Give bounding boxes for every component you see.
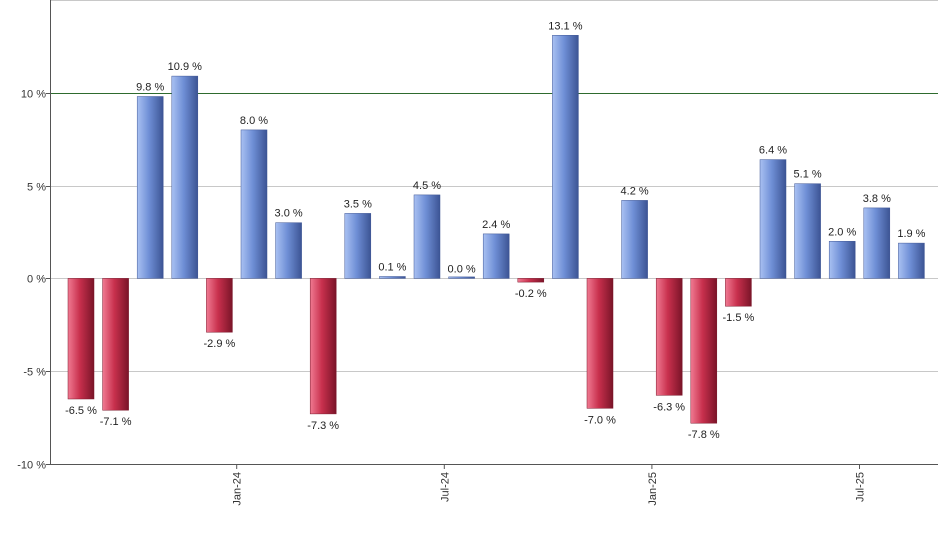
bar [517,278,545,283]
bar [621,200,648,279]
bar-value-label: 3.0 % [275,208,303,220]
bar [379,276,406,279]
bar-value-label: 3.5 % [344,198,372,210]
bar [828,241,856,279]
bar-value-label: 13.1 % [548,20,582,32]
bar [725,278,752,307]
bar [102,278,129,411]
bar-value-label: 5.1 % [794,169,822,181]
bar [206,278,233,333]
x-tick-label: Jan-25 [647,472,659,506]
y-tick-label: 5 % [27,182,46,194]
bar-value-label: -2.9 % [204,338,236,350]
bar-value-label: 1.9 % [897,228,925,240]
bar-value-label: 2.0 % [828,226,856,238]
bar-value-label: 0.1 % [378,262,406,274]
x-tick-label: Jan-24 [232,472,244,506]
y-tick-label: 0 % [27,274,46,286]
bar-value-label: 4.2 % [621,185,649,197]
x-tick-label: Jul-25 [855,472,867,502]
bar [552,35,579,279]
bar-value-label: 8.0 % [240,115,268,127]
bar-value-label: -0.2 % [515,288,547,300]
bar [309,278,337,415]
bar-value-label: 3.8 % [863,193,891,205]
bar [136,96,164,279]
bar-value-label: 4.5 % [413,180,441,192]
y-tick-label: -10 % [17,460,46,472]
bar [586,278,614,409]
x-tick-label: Jul-24 [439,472,451,502]
bar [171,75,199,279]
bar-value-label: -7.1 % [100,416,132,428]
axis-layer: -10 % -5 % 0 % 5 % 10 % Jan-24 Jul-24 Jan-25 Jul… [17,0,938,506]
labels-layer: -6.5 %-7.1 % 9.8 % 10.9 % -2.9 % 8.0 % 3.0 % -… [65,20,926,441]
bar [794,183,821,279]
bar [344,213,372,279]
bar-value-label: 9.8 % [136,82,164,94]
bar-value-label: 0.0 % [448,263,476,275]
bar [240,129,268,279]
bar [482,233,510,279]
bar-value-label: -6.5 % [65,405,97,417]
bar-value-label: -7.8 % [688,429,720,441]
bar-value-label: -1.5 % [723,312,755,324]
bar [448,276,475,279]
bar-value-label: -7.3 % [307,420,339,432]
bar-value-label: 10.9 % [168,61,202,73]
bar [275,222,302,279]
bars-layer [67,35,925,424]
y-tick-label: 10 % [21,89,46,101]
bar [863,207,891,279]
bar [413,194,441,279]
bar [898,242,925,279]
bar [759,159,787,279]
bar-value-label: -6.3 % [653,401,685,413]
bar [690,278,718,424]
bar-value-label: 6.4 % [759,145,787,157]
y-tick-label: -5 % [23,367,46,379]
bar [67,278,95,400]
bar-value-label: -7.0 % [584,414,616,426]
bar-value-label: 2.4 % [482,219,510,231]
bar [655,278,683,396]
